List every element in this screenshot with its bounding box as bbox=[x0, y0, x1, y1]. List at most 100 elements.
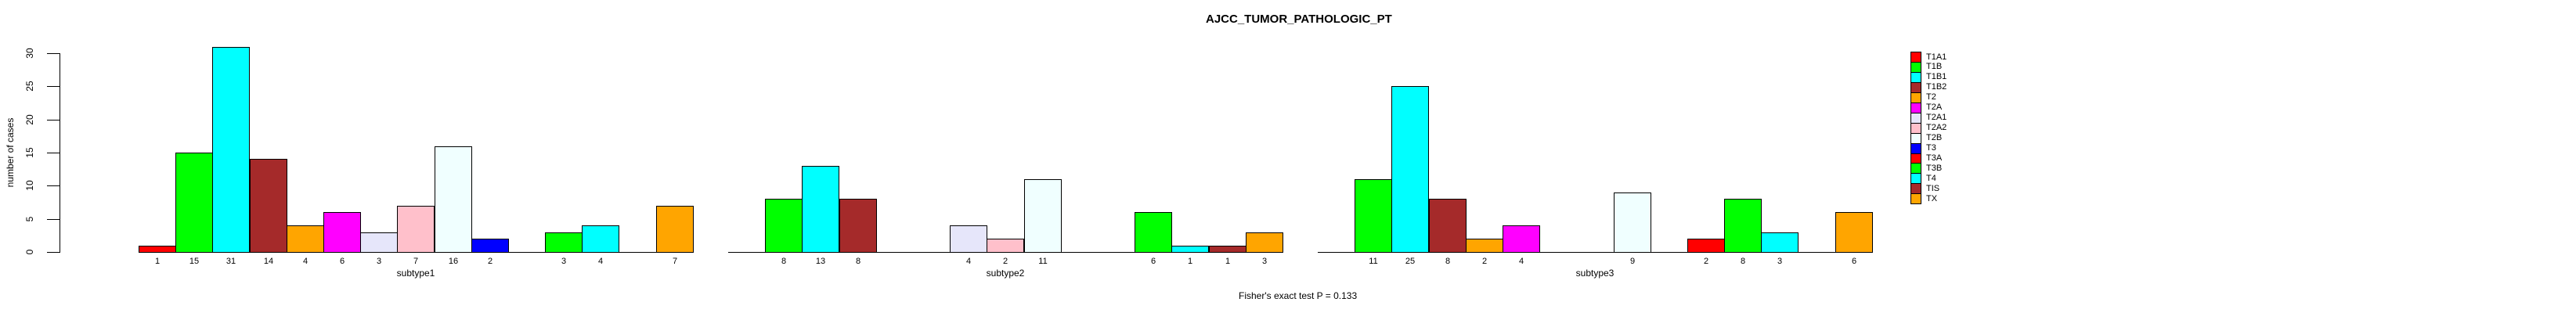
legend-swatch bbox=[1910, 153, 1921, 164]
bar-value-label: 6 bbox=[1851, 257, 1857, 266]
legend-item: T2A bbox=[1910, 102, 1943, 113]
legend-swatch bbox=[1910, 102, 1921, 113]
bar-value-label: 3 bbox=[561, 257, 567, 266]
bar-value-label: 2 bbox=[1002, 257, 1008, 266]
bar-value-label: 3 bbox=[1777, 257, 1783, 266]
bar-value-label: 1 bbox=[1187, 257, 1193, 266]
legend-item: T1B1 bbox=[1910, 71, 1947, 83]
x-axis-group-label: subtype1 bbox=[396, 268, 435, 279]
bar bbox=[802, 166, 839, 253]
legend-label: T4 bbox=[1926, 173, 1936, 183]
bar-value-label: 6 bbox=[1150, 257, 1156, 266]
bar bbox=[287, 225, 324, 253]
bar bbox=[1246, 232, 1283, 253]
bar-value-label: 13 bbox=[815, 257, 826, 266]
bar-value-label: 7 bbox=[413, 257, 419, 266]
bar-value-label: 2 bbox=[1481, 257, 1488, 266]
legend-item: T1B bbox=[1910, 61, 1942, 73]
bar bbox=[360, 232, 398, 253]
bar bbox=[397, 206, 435, 253]
bar bbox=[839, 199, 877, 253]
bar bbox=[1024, 179, 1062, 253]
bar bbox=[471, 239, 509, 253]
bar-value-label: 9 bbox=[1629, 257, 1636, 266]
y-tick-label: 30 bbox=[24, 48, 35, 59]
legend-swatch bbox=[1910, 173, 1921, 185]
legend-swatch bbox=[1910, 163, 1921, 174]
bar-value-label: 1 bbox=[154, 257, 161, 266]
bar-value-label: 6 bbox=[339, 257, 345, 266]
legend-item: T1B2 bbox=[1910, 81, 1947, 93]
bar-value-label: 3 bbox=[1261, 257, 1268, 266]
legend-swatch bbox=[1910, 92, 1921, 103]
legend-label: TIS bbox=[1926, 183, 1940, 193]
legend-item: T1A1 bbox=[1910, 52, 1946, 63]
legend-label: T1A1 bbox=[1926, 52, 1947, 62]
legend-swatch bbox=[1910, 122, 1921, 134]
legend-item: T3A bbox=[1910, 153, 1942, 164]
bar-value-label: 4 bbox=[965, 257, 972, 266]
legend-label: T1B1 bbox=[1926, 72, 1947, 82]
bar bbox=[987, 239, 1024, 253]
bar bbox=[1503, 225, 1540, 253]
bar-value-label: 15 bbox=[189, 257, 200, 266]
bar-value-label: 4 bbox=[302, 257, 308, 266]
legend-label: T2A2 bbox=[1926, 123, 1947, 133]
bar-value-label: 31 bbox=[225, 257, 236, 266]
bar-value-label: 7 bbox=[672, 257, 678, 266]
bar bbox=[1724, 199, 1762, 253]
legend-label: T2A bbox=[1926, 103, 1943, 113]
bar-value-label: 14 bbox=[263, 257, 274, 266]
bar bbox=[1171, 246, 1209, 253]
bar-value-label: 8 bbox=[855, 257, 861, 266]
bar bbox=[1466, 239, 1503, 253]
legend-item: TX bbox=[1910, 193, 1938, 205]
bar bbox=[1687, 239, 1725, 253]
bar-value-label: 3 bbox=[376, 257, 382, 266]
y-axis-tick bbox=[47, 120, 60, 121]
bar bbox=[582, 225, 619, 253]
bar-value-label: 1 bbox=[1225, 257, 1231, 266]
bar bbox=[212, 47, 250, 253]
bar-value-label: 16 bbox=[448, 257, 459, 266]
legend-swatch bbox=[1910, 142, 1921, 154]
bar bbox=[1355, 179, 1392, 253]
legend-item: T2B bbox=[1910, 132, 1943, 144]
y-tick-label: 25 bbox=[24, 81, 35, 92]
bar-value-label: 11 bbox=[1369, 257, 1378, 266]
legend-swatch bbox=[1910, 71, 1921, 83]
bar bbox=[139, 246, 176, 253]
x-axis-group-label: subtype2 bbox=[986, 268, 1025, 279]
x-baseline bbox=[1318, 252, 1872, 253]
y-axis-tick bbox=[47, 252, 60, 253]
bar-value-label: 8 bbox=[1445, 257, 1451, 266]
chart-title: AJCC_TUMOR_PATHOLOGIC_PT bbox=[1206, 13, 1392, 26]
bar bbox=[545, 232, 583, 253]
bar-value-label: 11 bbox=[1038, 257, 1048, 266]
bar bbox=[1614, 192, 1651, 253]
y-axis-tick bbox=[47, 185, 60, 186]
legend-label: T2B bbox=[1926, 133, 1943, 143]
legend-swatch bbox=[1910, 193, 1921, 205]
legend-swatch bbox=[1910, 81, 1921, 93]
bar-value-label: 4 bbox=[1518, 257, 1524, 266]
bar bbox=[1429, 199, 1467, 253]
bar-value-label: 2 bbox=[487, 257, 493, 266]
y-axis-tick bbox=[47, 53, 60, 54]
bar-value-label: 25 bbox=[1405, 257, 1416, 266]
legend-item: T3 bbox=[1910, 142, 1936, 154]
bar bbox=[175, 153, 213, 253]
bar bbox=[1135, 212, 1172, 253]
legend-swatch bbox=[1910, 61, 1921, 73]
legend-label: TX bbox=[1926, 193, 1938, 203]
legend-swatch bbox=[1910, 52, 1921, 63]
legend-label: T2A1 bbox=[1926, 113, 1947, 123]
legend-item: T2A2 bbox=[1910, 122, 1947, 134]
legend-label: T1B2 bbox=[1926, 82, 1947, 92]
bar bbox=[250, 159, 287, 253]
legend-swatch bbox=[1910, 112, 1921, 124]
legend-swatch bbox=[1910, 183, 1921, 195]
bar-value-label: 4 bbox=[597, 257, 604, 266]
bar-value-label: 8 bbox=[1740, 257, 1746, 266]
